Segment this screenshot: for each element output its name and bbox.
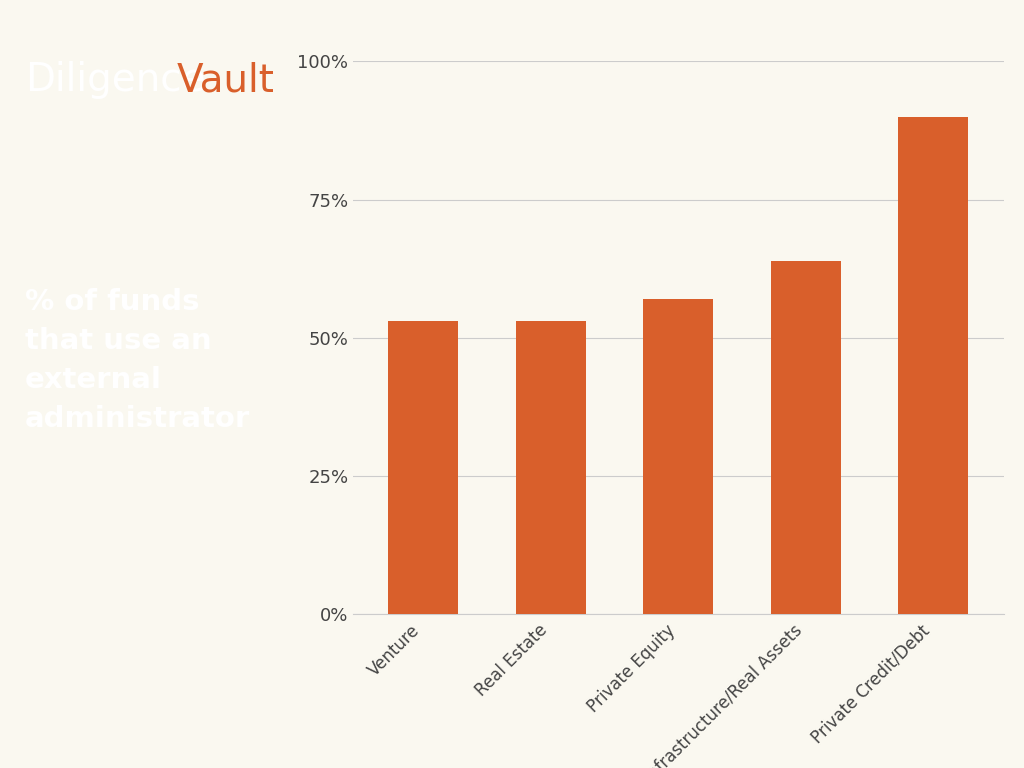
Text: % of funds
that use an
external
administrator: % of funds that use an external administ… [25,289,250,433]
Bar [643,300,714,614]
Bar [898,117,969,614]
Text: Diligence: Diligence [25,61,206,99]
Text: Vault: Vault [176,61,274,99]
Bar [388,321,459,614]
Bar [771,260,841,614]
Bar [516,321,586,614]
